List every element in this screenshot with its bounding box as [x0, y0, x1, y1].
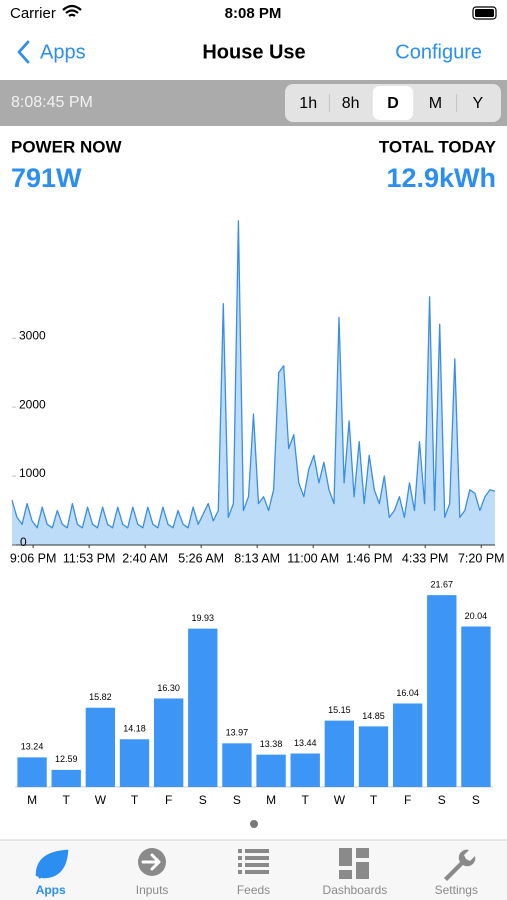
inputs-arrow — [141, 853, 161, 871]
x-tick-label: 11:53 PM — [63, 551, 116, 565]
back-button[interactable]: Apps — [40, 41, 86, 63]
bar-value-label: 13.97 — [226, 728, 249, 738]
dashboards-icon[interactable] — [339, 848, 369, 879]
x-tick-label: 9:06 PM — [10, 551, 57, 565]
range-option[interactable]: D — [387, 95, 399, 112]
bar-value-label: 14.85 — [362, 711, 385, 721]
day-label: F — [165, 793, 172, 807]
day-label: W — [95, 793, 107, 807]
y-tick-label: 1000 — [19, 466, 46, 480]
bar — [256, 754, 286, 787]
back-chevron[interactable] — [17, 40, 30, 64]
day-label: S — [438, 793, 446, 807]
y-tick-label: 3000 — [19, 328, 46, 342]
day-label: S — [233, 793, 241, 807]
day-label: S — [472, 793, 480, 807]
day-label: T — [302, 793, 310, 807]
day-label: T — [63, 793, 71, 807]
bar-value-label: 12.59 — [55, 754, 78, 764]
bar-value-label: 13.24 — [21, 742, 44, 752]
bar — [358, 726, 389, 787]
area-line — [11, 220, 496, 529]
tab-label[interactable]: Feeds — [237, 883, 270, 897]
x-tick-label: 7:20 PM — [458, 551, 505, 565]
bar — [51, 769, 81, 787]
x-tick-label: 11:00 AM — [287, 551, 339, 565]
y-tick-label: 2000 — [19, 397, 46, 411]
tab-label[interactable]: Settings — [435, 883, 478, 897]
bar — [290, 753, 320, 787]
bar-value-label: 15.82 — [89, 692, 112, 702]
day-label: F — [404, 793, 411, 807]
bar-value-label: 14.18 — [123, 724, 146, 734]
power-now-label: POWER NOW — [11, 137, 122, 156]
page-indicator — [250, 820, 258, 828]
wifi-icon — [62, 4, 82, 17]
power-now-value: 791W — [11, 163, 82, 193]
bar — [324, 720, 355, 787]
bar — [222, 743, 252, 787]
settings-icon[interactable] — [444, 849, 476, 881]
bar — [119, 739, 150, 787]
bar — [153, 698, 184, 787]
feeds-icon[interactable] — [238, 849, 269, 874]
toolbar-time: 8:08:45 PM — [11, 94, 93, 111]
bar-value-label: 21.67 — [431, 579, 454, 589]
range-option[interactable]: 1h — [299, 95, 317, 112]
battery — [472, 6, 497, 20]
bar — [188, 628, 218, 787]
x-tick-label: 2:40 AM — [122, 551, 168, 565]
configure-button[interactable]: Configure — [395, 41, 482, 63]
bar — [392, 703, 423, 787]
bar-value-label: 19.93 — [192, 613, 215, 623]
x-tick-label: 5:26 AM — [178, 551, 224, 565]
total-today-value: 12.9kWh — [386, 163, 496, 193]
tab-label[interactable]: Dashboards — [323, 883, 388, 897]
day-label: M — [27, 793, 37, 807]
bar — [427, 595, 457, 787]
x-tick-label: 4:33 PM — [402, 551, 449, 565]
carrier: Carrier — [10, 5, 56, 22]
day-label: T — [370, 793, 378, 807]
x-tick-label: 8:13 AM — [234, 551, 280, 565]
bar — [461, 626, 491, 787]
bar-value-label: 15.15 — [328, 705, 351, 715]
bar-value-label: 20.04 — [465, 611, 488, 621]
range-option[interactable]: 8h — [342, 95, 360, 112]
segment-selected — [372, 86, 414, 120]
battery-level — [475, 9, 494, 17]
tab-label[interactable]: Inputs — [136, 883, 169, 897]
total-today-label: TOTAL TODAY — [379, 137, 497, 156]
day-label: T — [131, 793, 139, 807]
clock: 8:08 PM — [225, 5, 282, 22]
bar — [85, 707, 116, 787]
bar-value-label: 13.44 — [294, 738, 317, 748]
y-tick-label: 0 — [20, 535, 27, 549]
bar-value-label: 16.30 — [157, 683, 180, 693]
bar-value-label: 16.04 — [396, 688, 419, 698]
nav-title: House Use — [202, 41, 305, 63]
bar — [17, 757, 47, 787]
range-option[interactable]: Y — [472, 95, 483, 112]
bar-value-label: 13.38 — [260, 739, 283, 749]
x-tick-label: 1:46 PM — [346, 551, 393, 565]
range-option[interactable]: M — [429, 95, 442, 112]
apps-icon[interactable] — [35, 849, 69, 879]
day-label: W — [334, 793, 346, 807]
day-label: S — [199, 793, 207, 807]
day-label: M — [266, 793, 276, 807]
tab-label[interactable]: Apps — [36, 883, 66, 897]
